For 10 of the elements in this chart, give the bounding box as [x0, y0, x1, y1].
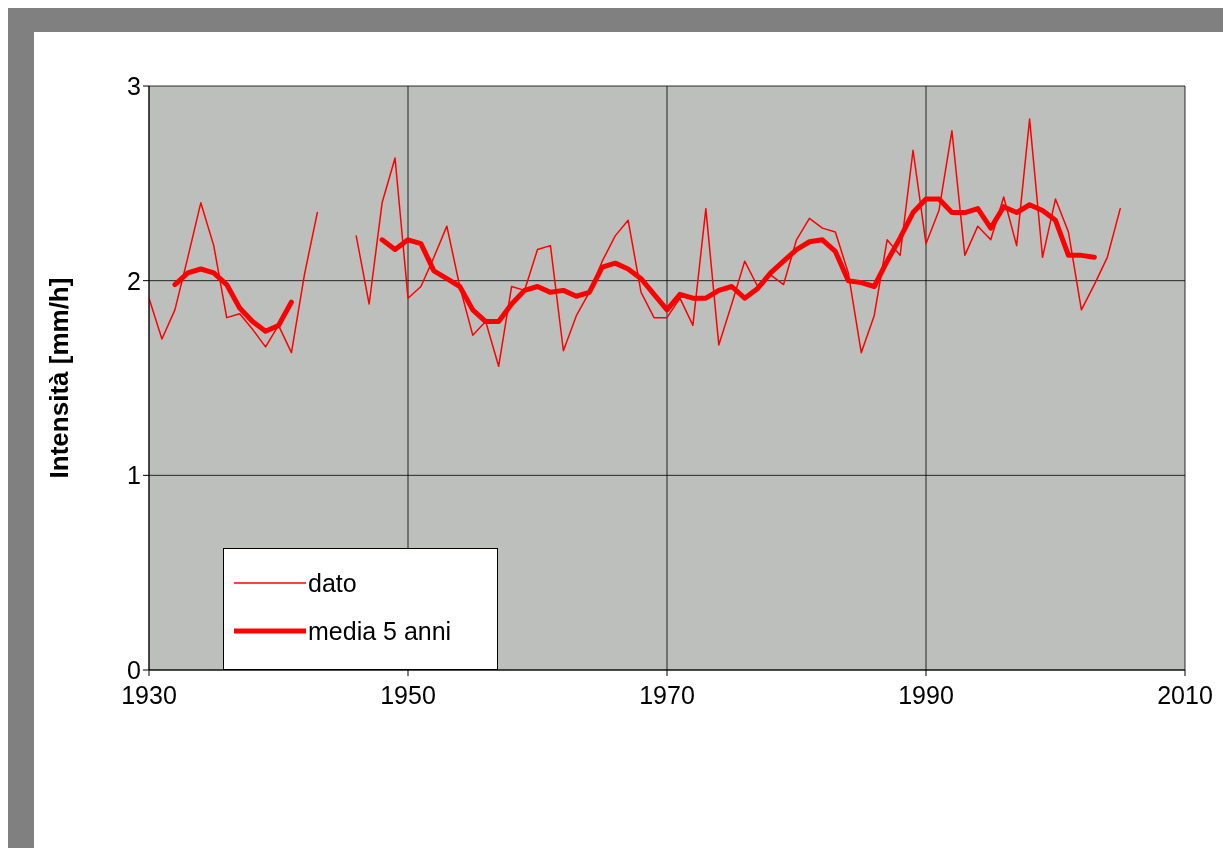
x-tick-label: 1990 [898, 680, 954, 709]
y-tick-label: 1 [127, 461, 141, 490]
x-tick-label: 2010 [1157, 680, 1213, 709]
x-tick-label: 1950 [380, 680, 436, 709]
y-axis-title: Intensità [mm/h] [44, 277, 75, 479]
y-tick-label: 3 [127, 71, 141, 100]
legend-label: media 5 anni [308, 616, 452, 646]
y-tick-label: 2 [127, 266, 141, 295]
x-tick-label: 1970 [639, 680, 695, 709]
legend-label: dato [308, 568, 357, 598]
